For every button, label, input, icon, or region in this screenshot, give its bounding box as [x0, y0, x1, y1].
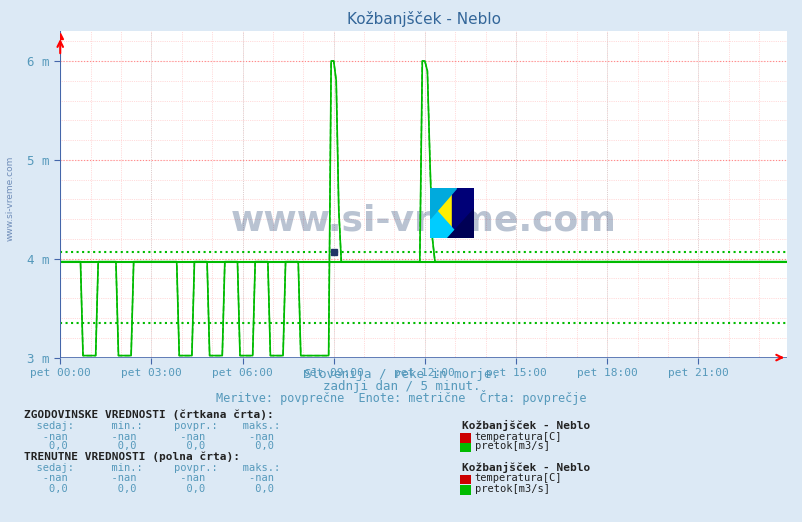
Text: www.si-vreme.com: www.si-vreme.com [230, 204, 616, 238]
Polygon shape [429, 203, 460, 238]
Text: Kožbanjšček - Neblo: Kožbanjšček - Neblo [461, 420, 589, 431]
Title: Kožbanjšček - Neblo: Kožbanjšček - Neblo [346, 11, 500, 27]
Text: ZGODOVINSKE VREDNOSTI (črtkana črta):: ZGODOVINSKE VREDNOSTI (črtkana črta): [24, 409, 273, 420]
Polygon shape [447, 208, 473, 238]
Text: Slovenija / reke in morje.: Slovenija / reke in morje. [304, 369, 498, 382]
Text: pretok[m3/s]: pretok[m3/s] [474, 441, 549, 451]
Polygon shape [429, 188, 456, 218]
Text: sedaj:      min.:     povpr.:    maks.:: sedaj: min.: povpr.: maks.: [24, 421, 280, 431]
Text: 0,0        0,0        0,0        0,0: 0,0 0,0 0,0 0,0 [24, 441, 273, 451]
Text: -nan       -nan       -nan       -nan: -nan -nan -nan -nan [24, 473, 273, 483]
Text: sedaj:      min.:     povpr.:    maks.:: sedaj: min.: povpr.: maks.: [24, 463, 280, 473]
Text: temperatura[C]: temperatura[C] [474, 432, 561, 442]
Text: -nan       -nan       -nan       -nan: -nan -nan -nan -nan [24, 432, 273, 442]
Text: zadnji dan / 5 minut.: zadnji dan / 5 minut. [322, 381, 480, 394]
Polygon shape [452, 188, 473, 238]
Text: 0,0        0,0        0,0        0,0: 0,0 0,0 0,0 0,0 [24, 484, 273, 494]
Text: TRENUTNE VREDNOSTI (polna črta):: TRENUTNE VREDNOSTI (polna črta): [24, 452, 240, 462]
Text: www.si-vreme.com: www.si-vreme.com [6, 156, 15, 241]
Text: Kožbanjšček - Neblo: Kožbanjšček - Neblo [461, 462, 589, 473]
Text: pretok[m3/s]: pretok[m3/s] [474, 484, 549, 494]
Text: temperatura[C]: temperatura[C] [474, 473, 561, 483]
Text: Meritve: povprečne  Enote: metrične  Črta: povprečje: Meritve: povprečne Enote: metrične Črta:… [216, 390, 586, 406]
